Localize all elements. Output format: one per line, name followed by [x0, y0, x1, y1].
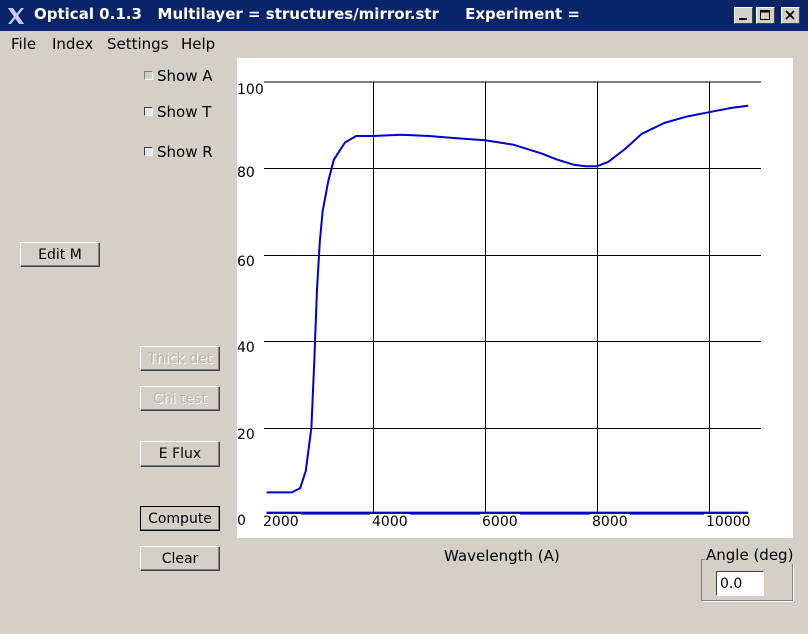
y-tick-label: 20 [237, 427, 255, 443]
e-flux-button[interactable]: E Flux [140, 441, 220, 467]
y-tick-label: 40 [237, 340, 255, 356]
angle-input[interactable] [716, 571, 764, 596]
show-a-label: Show A [157, 67, 213, 85]
show-t-label: Show T [157, 103, 212, 121]
maximize-button[interactable] [756, 7, 775, 24]
show-r-label: Show R [157, 143, 213, 161]
compute-label: Compute [148, 510, 212, 527]
title-bar[interactable]: Optical 0.1.3 Multilayer = structures/mi… [0, 0, 808, 31]
chi-test-button[interactable]: Chi test [140, 386, 220, 411]
angle-label: Angle (deg) [705, 546, 795, 564]
close-icon [785, 10, 795, 20]
maximize-icon [760, 10, 770, 20]
series-line-reflectance [266, 104, 749, 494]
show-r-checkbox[interactable]: Show R [144, 143, 213, 161]
x-axis-label: Wavelength (A) [444, 547, 560, 565]
x-tick-label: 2000 [261, 514, 301, 530]
menu-index[interactable]: Index [52, 35, 94, 53]
clear-label: Clear [161, 550, 199, 567]
y-tick-label: 60 [237, 254, 255, 270]
plot-area[interactable] [237, 58, 793, 538]
minimize-button[interactable] [734, 7, 753, 24]
menu-bar: File Index Settings Help [0, 31, 808, 56]
y-tick-label: 0 [237, 513, 246, 529]
e-flux-label: E Flux [158, 446, 202, 462]
show-a-checkbox[interactable]: Show A [144, 67, 213, 85]
menu-file[interactable]: File [11, 35, 37, 53]
chi-test-label: Chi test [153, 390, 207, 407]
edit-m-label: Edit M [38, 246, 82, 263]
clear-button[interactable]: Clear [140, 546, 220, 571]
show-t-checkbox[interactable]: Show T [144, 103, 211, 121]
edit-m-button[interactable]: Edit M [20, 242, 100, 267]
menu-settings[interactable]: Settings [107, 35, 169, 53]
y-tick-label: 80 [237, 165, 255, 181]
x-tick-label: 10000 [704, 514, 753, 530]
checkbox-box [144, 71, 153, 80]
chart-svg [264, 81, 761, 515]
x-logo-icon [8, 8, 24, 24]
minimize-icon [739, 18, 747, 20]
checkbox-box [144, 107, 153, 116]
x-tick-label: 4000 [370, 514, 410, 530]
window-title: Optical 0.1.3 Multilayer = structures/mi… [34, 5, 580, 23]
y-tick-label: 100 [237, 82, 264, 98]
close-button[interactable] [781, 7, 800, 24]
thick-det-label: Thick det [147, 350, 213, 367]
thick-det-button[interactable]: Thick det [140, 346, 220, 371]
compute-button[interactable]: Compute [140, 506, 220, 531]
menu-help[interactable]: Help [181, 35, 216, 53]
x-tick-label: 8000 [590, 514, 630, 530]
x-tick-label: 6000 [480, 514, 520, 530]
checkbox-box [144, 147, 153, 156]
